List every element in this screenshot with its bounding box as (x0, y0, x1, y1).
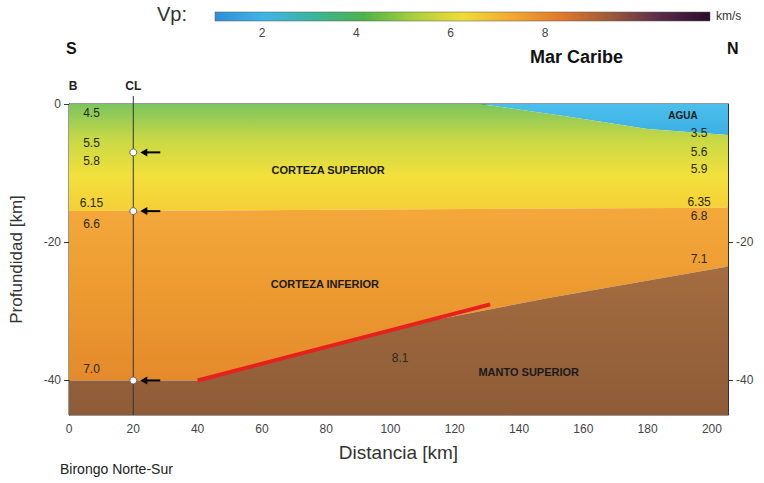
svg-text:Distancia [km]: Distancia [km] (339, 442, 458, 463)
svg-text:AGUA: AGUA (668, 110, 697, 121)
svg-text:CORTEZA SUPERIOR: CORTEZA SUPERIOR (271, 164, 384, 176)
svg-text:3.5: 3.5 (691, 126, 708, 140)
svg-text:7.1: 7.1 (691, 252, 708, 266)
svg-text:6.15: 6.15 (80, 196, 104, 210)
svg-text:-20: -20 (736, 235, 754, 249)
svg-text:Mar Caribe: Mar Caribe (530, 47, 623, 67)
svg-text:8: 8 (542, 26, 549, 40)
svg-text:CORTEZA INFERIOR: CORTEZA INFERIOR (271, 278, 379, 290)
svg-text:40: 40 (191, 422, 205, 436)
svg-text:4.5: 4.5 (83, 106, 100, 120)
svg-text:7.0: 7.0 (83, 362, 100, 376)
svg-text:120: 120 (445, 422, 465, 436)
svg-text:6.6: 6.6 (83, 217, 100, 231)
svg-text:CL: CL (125, 79, 141, 93)
svg-text:5.8: 5.8 (83, 154, 100, 168)
svg-text:8.1: 8.1 (392, 351, 409, 365)
svg-text:60: 60 (255, 422, 269, 436)
svg-text:5.6: 5.6 (691, 145, 708, 159)
svg-text:-20: -20 (44, 235, 62, 249)
svg-text:4: 4 (353, 26, 360, 40)
svg-text:Profundidad [km]: Profundidad [km] (7, 195, 26, 324)
svg-text:6.35: 6.35 (687, 195, 711, 209)
svg-text:5.9: 5.9 (691, 162, 708, 176)
svg-text:80: 80 (319, 422, 333, 436)
svg-text:100: 100 (380, 422, 400, 436)
svg-text:20: 20 (127, 422, 141, 436)
svg-text:180: 180 (638, 422, 658, 436)
svg-text:N: N (727, 40, 739, 57)
svg-text:160: 160 (573, 422, 593, 436)
svg-text:5.5: 5.5 (83, 136, 100, 150)
svg-text:0: 0 (66, 422, 73, 436)
svg-text:-40: -40 (44, 373, 62, 387)
svg-text:Vp:: Vp: (157, 3, 187, 25)
svg-text:2: 2 (259, 26, 266, 40)
svg-text:B: B (69, 79, 78, 93)
svg-text:6: 6 (447, 26, 454, 40)
svg-text:MANTO SUPERIOR: MANTO SUPERIOR (478, 366, 579, 378)
svg-text:Birongo Norte-Sur: Birongo Norte-Sur (60, 461, 173, 477)
svg-text:6.8: 6.8 (691, 209, 708, 223)
svg-text:200: 200 (702, 422, 722, 436)
svg-text:140: 140 (509, 422, 529, 436)
svg-text:S: S (66, 40, 77, 57)
svg-text:0: 0 (54, 97, 61, 111)
svg-text:km/s: km/s (716, 9, 741, 23)
svg-text:-40: -40 (736, 373, 754, 387)
